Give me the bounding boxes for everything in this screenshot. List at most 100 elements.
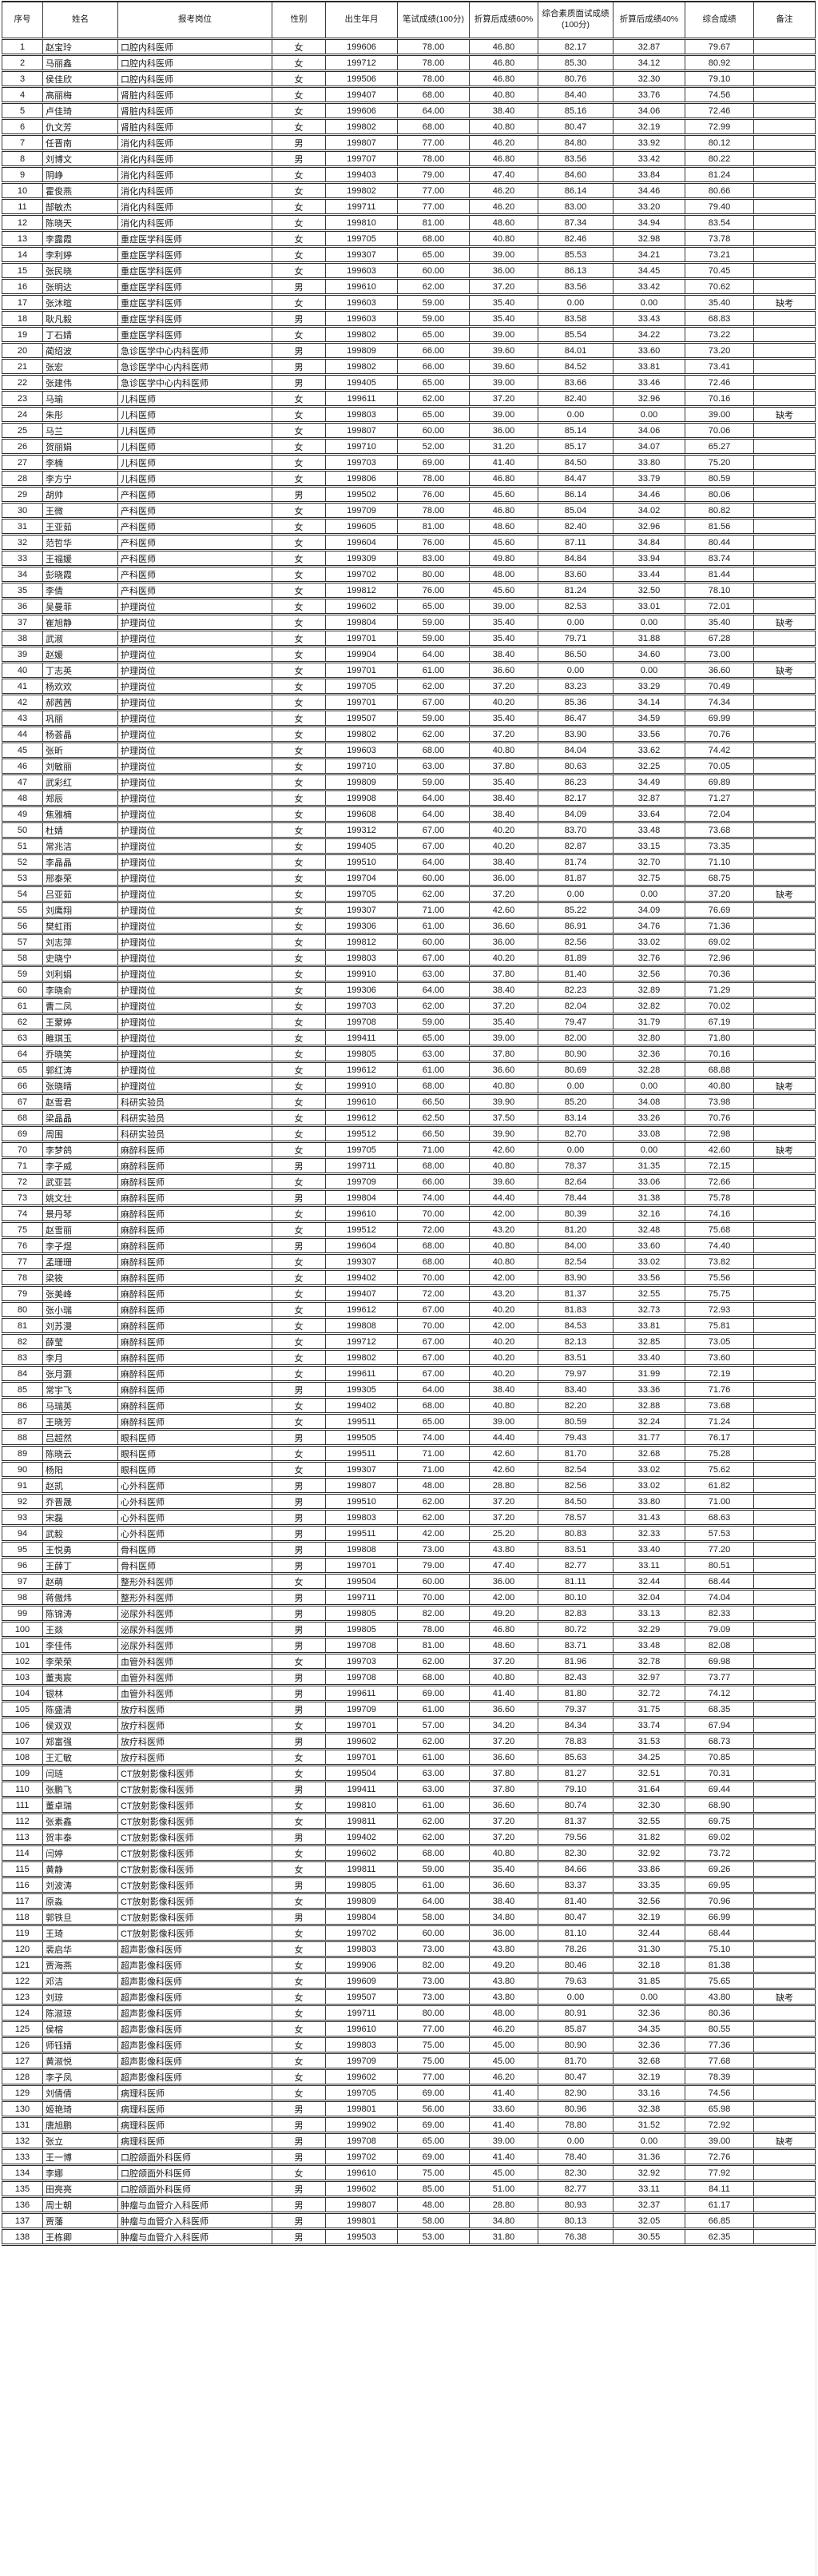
cell-note [753, 2228, 816, 2246]
cell-interview-score: 81.37 [538, 1285, 614, 1303]
header-written-score: 笔试成绩(100分) [397, 1, 470, 40]
cell-position: 产科医师 [117, 534, 272, 551]
cell-interview-score: 81.89 [538, 950, 614, 967]
cell-interview-score: 83.51 [538, 1349, 614, 1367]
cell-converted-60: 28.80 [469, 1477, 538, 1495]
cell-note [753, 1653, 816, 1670]
cell-total-score: 67.28 [685, 630, 754, 647]
cell-gender: 女 [272, 38, 326, 56]
cell-total-score: 74.42 [685, 742, 754, 759]
cell-note [753, 1845, 816, 1862]
cell-position: 肾脏内科医师 [117, 86, 272, 104]
cell-position: 儿科医师 [117, 470, 272, 488]
cell-converted-60: 38.40 [469, 806, 538, 823]
table-row: 40 丁志英 护理岗位女 199701 61.00 36.60 0.00 0.00 36.60 缺… [2, 662, 816, 679]
cell-converted-40: 34.45 [613, 262, 685, 280]
cell-note [753, 1189, 816, 1207]
cell-converted-40: 32.50 [613, 582, 685, 599]
cell-position: 血管外科医师 [117, 1653, 272, 1670]
cell-interview-score: 82.83 [538, 1605, 614, 1622]
cell-note: 缺考 [753, 886, 816, 903]
cell-gender: 男 [272, 1669, 326, 1686]
cell-birth: 199411 [325, 1029, 398, 1047]
cell-total-score: 70.45 [685, 262, 754, 280]
cell-converted-40: 34.49 [613, 774, 685, 791]
cell-interview-score: 83.37 [538, 1877, 614, 1894]
cell-note [753, 1717, 816, 1734]
cell-interview-score: 78.37 [538, 1157, 614, 1175]
cell-position: 消化内科医师 [117, 182, 272, 200]
cell-name: 杨荟晶 [42, 726, 118, 743]
cell-converted-40: 0.00 [613, 662, 685, 679]
cell-written-score: 72.00 [397, 1285, 470, 1303]
cell-total-score: 73.98 [685, 1093, 754, 1111]
cell-gender: 男 [272, 342, 326, 360]
cell-total-score: 77.20 [685, 1541, 754, 1559]
cell-name: 李子凤 [42, 2068, 118, 2086]
cell-birth: 199707 [325, 150, 398, 168]
cell-birth: 199803 [325, 2037, 398, 2054]
cell-birth: 199305 [325, 1381, 398, 1399]
cell-converted-40: 33.56 [613, 1269, 685, 1287]
cell-written-score: 78.00 [397, 502, 470, 520]
cell-converted-60: 40.20 [469, 838, 538, 855]
cell-written-score: 69.00 [397, 1685, 470, 1702]
table-row: 1 赵宝玲 口腔内科医师女 199606 78.00 46.80 82.17 32.87 79.… [2, 38, 816, 56]
cell-written-score: 63.00 [397, 758, 470, 775]
header-gender: 性别 [272, 1, 326, 40]
cell-name: 彭晓霞 [42, 566, 118, 583]
cell-written-score: 65.00 [397, 246, 470, 264]
cell-name: 丁石婧 [42, 326, 118, 344]
cell-total-score: 70.16 [685, 390, 754, 408]
cell-note [753, 1173, 816, 1191]
cell-note [753, 1221, 816, 1239]
cell-no: 22 [2, 374, 43, 392]
cell-converted-40: 30.55 [613, 2228, 685, 2246]
cell-written-score: 52.00 [397, 438, 470, 456]
cell-converted-40: 32.44 [613, 1925, 685, 1942]
cell-converted-60: 40.80 [469, 1397, 538, 1415]
cell-total-score: 73.21 [685, 246, 754, 264]
cell-position: 护理岗位 [117, 742, 272, 759]
cell-converted-60: 42.00 [469, 1589, 538, 1607]
cell-interview-score: 80.83 [538, 1525, 614, 1543]
cell-converted-40: 31.79 [613, 1013, 685, 1031]
cell-gender: 女 [272, 614, 326, 631]
cell-written-score: 79.00 [397, 166, 470, 184]
cell-converted-40: 32.30 [613, 70, 685, 88]
header-converted-60: 折算后成绩60% [469, 1, 538, 40]
cell-total-score: 75.28 [685, 1445, 754, 1463]
cell-written-score: 67.00 [397, 1333, 470, 1351]
cell-converted-40: 32.82 [613, 997, 685, 1015]
cell-total-score: 78.10 [685, 582, 754, 599]
cell-converted-60: 36.60 [469, 1701, 538, 1718]
cell-converted-40: 33.42 [613, 278, 685, 296]
cell-gender: 女 [272, 1269, 326, 1287]
cell-total-score: 71.80 [685, 1029, 754, 1047]
cell-converted-60: 31.20 [469, 438, 538, 456]
cell-gender: 女 [272, 806, 326, 823]
cell-birth: 199610 [325, 2021, 398, 2038]
cell-no: 1 [2, 38, 43, 56]
cell-converted-40: 32.44 [613, 1573, 685, 1591]
cell-gender: 男 [272, 2212, 326, 2230]
cell-gender: 女 [272, 1717, 326, 1734]
cell-converted-60: 36.60 [469, 918, 538, 935]
cell-note [753, 1829, 816, 1846]
cell-converted-40: 0.00 [613, 1077, 685, 1095]
cell-converted-60: 35.40 [469, 710, 538, 727]
cell-note [753, 1685, 816, 1702]
cell-position: 急诊医学中心内科医师 [117, 342, 272, 360]
table-row: 121 贾海燕 超声影像科医师女 199906 82.00 49.20 80.46 32.18… [2, 1957, 816, 1974]
cell-converted-60: 38.40 [469, 646, 538, 663]
cell-written-score: 71.00 [397, 1141, 470, 1159]
cell-position: 病理科医师 [117, 2100, 272, 2118]
cell-converted-60: 48.00 [469, 566, 538, 583]
cell-total-score: 70.85 [685, 1749, 754, 1766]
cell-note: 缺考 [753, 406, 816, 424]
cell-note [753, 2100, 816, 2118]
cell-interview-score: 84.50 [538, 1493, 614, 1511]
cell-interview-score: 78.83 [538, 1733, 614, 1750]
cell-converted-60: 39.00 [469, 374, 538, 392]
cell-name: 董卓瑞 [42, 1797, 118, 1814]
